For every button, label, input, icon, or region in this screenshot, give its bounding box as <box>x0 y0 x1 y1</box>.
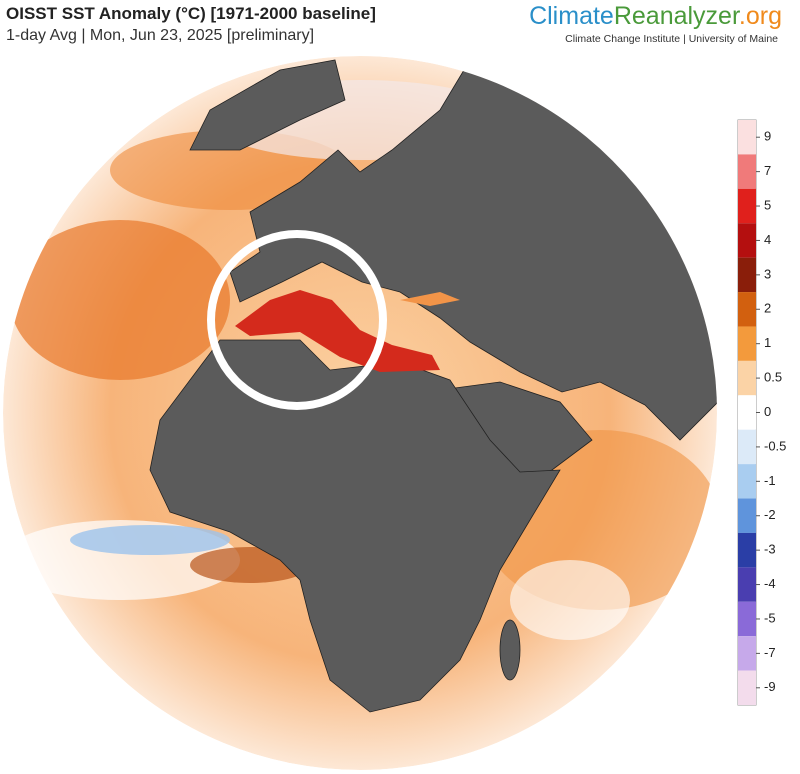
colorbar-tick-label: -5 <box>764 610 776 625</box>
colorbar-tick-label: -2 <box>764 507 776 522</box>
colorbar-segment <box>738 464 756 499</box>
map-title: OISST SST Anomaly (°C) [1971-2000 baseli… <box>6 4 376 23</box>
colorbar-segment <box>738 154 756 189</box>
colorbar-segment <box>738 670 756 705</box>
colorbar-tick-label: -4 <box>764 576 776 591</box>
colorbar-segment <box>738 120 756 155</box>
colorbar-tick-label: 4 <box>764 232 771 247</box>
globe <box>3 56 717 770</box>
logo-text: Reanalyzer <box>613 2 739 30</box>
colorbar-segment <box>738 395 756 430</box>
logo[interactable]: ClimateReanalyzer.org <box>529 2 782 31</box>
colorbar-tick-label: 3 <box>764 266 771 281</box>
colorbar-tick-label: 0.5 <box>764 370 782 385</box>
colorbar-segment <box>738 498 756 533</box>
map-subtitle: 1-day Avg | Mon, Jun 23, 2025 [prelimina… <box>6 27 315 44</box>
colorbar-tick-label: -0.5 <box>764 438 786 453</box>
colorbar-segment <box>738 188 756 224</box>
colorbar-tick-label: -3 <box>764 542 776 557</box>
colorbar-tick-label: 7 <box>764 163 771 178</box>
colorbar-segment <box>738 601 756 637</box>
colorbar-tick-label: 9 <box>764 129 771 144</box>
colorbar-segment <box>738 636 756 671</box>
logo-text: .org <box>738 2 782 30</box>
colorbar-segment <box>738 326 756 361</box>
colorbar-tick-label: -1 <box>764 473 776 488</box>
logo-text: Climate <box>529 2 614 30</box>
colorbar-segment <box>738 223 756 258</box>
colorbar-segment <box>738 360 756 396</box>
colorbar-tick-label: 2 <box>764 301 771 316</box>
colorbar-segment <box>738 567 756 602</box>
colorbar-segment <box>738 429 756 465</box>
colorbar-tick-label: 5 <box>764 197 771 212</box>
colorbar-segment <box>738 292 756 327</box>
colorbar-tick-label: 0 <box>764 404 771 419</box>
affiliation: Climate Change Institute | University of… <box>565 33 778 45</box>
colorbar-segment <box>738 532 756 568</box>
colorbar-segment <box>738 257 756 293</box>
colorbar-tick-label: -9 <box>764 679 776 694</box>
colorbar-tick-label: -7 <box>764 645 776 660</box>
colorbar-tick-label: 1 <box>764 335 771 350</box>
